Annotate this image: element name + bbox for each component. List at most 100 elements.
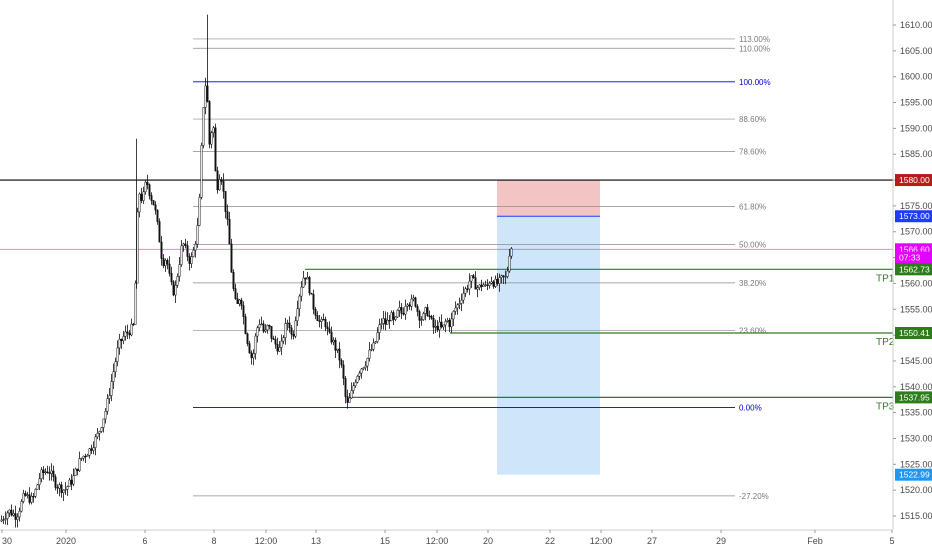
- candle: [10, 504, 13, 517]
- candle: [100, 426, 103, 433]
- candle-down: [408, 304, 411, 307]
- candle-up: [498, 277, 501, 284]
- candle-down: [140, 193, 143, 201]
- candle-up: [36, 484, 39, 490]
- candle-up: [476, 287, 479, 290]
- candle-up: [350, 390, 353, 399]
- candle-up: [470, 275, 473, 282]
- candle-up: [4, 518, 7, 520]
- time-tick-label: Feb: [807, 536, 823, 546]
- candle: [456, 303, 459, 315]
- fib-level-label: 23.60%: [739, 326, 766, 335]
- candle: [78, 451, 81, 472]
- position-zones[interactable]: [497, 180, 600, 475]
- candle: [92, 441, 95, 455]
- candle: [58, 482, 61, 497]
- candle: [40, 467, 43, 483]
- candle: [228, 211, 231, 245]
- candle: [436, 320, 439, 333]
- candle: [310, 292, 313, 295]
- candle-up: [454, 307, 457, 312]
- candle-down: [262, 323, 265, 332]
- candle: [284, 317, 287, 345]
- candle-down: [146, 181, 149, 185]
- candle: [94, 434, 97, 456]
- candle-up: [200, 145, 203, 198]
- candle-down: [344, 378, 347, 397]
- price-tick-label: 1610.00: [900, 20, 932, 30]
- candle-up: [178, 264, 181, 277]
- level-lines[interactable]: 113.00%110.00% 100.00% 88.60% 78.60% 61.80% 5…: [0, 35, 895, 501]
- candle-down: [224, 191, 227, 212]
- candle: [328, 321, 331, 334]
- stop-loss-zone[interactable]: [497, 180, 600, 217]
- candle-up: [104, 411, 107, 420]
- candle-up: [238, 299, 241, 304]
- candle-up: [144, 181, 147, 193]
- candle-up: [506, 270, 509, 277]
- candle-up: [258, 324, 261, 328]
- candle-down: [308, 277, 311, 294]
- candle: [172, 280, 175, 297]
- candle: [446, 317, 449, 323]
- candle-down: [426, 307, 429, 317]
- price-tick-label: 1520.00: [900, 485, 932, 495]
- candle: [322, 313, 325, 321]
- candle: [268, 324, 271, 330]
- candle-down: [276, 343, 279, 352]
- candle-down: [290, 327, 293, 335]
- candle: [374, 341, 377, 344]
- candle-up: [114, 361, 117, 372]
- candle: [342, 360, 345, 386]
- candle-up: [256, 327, 259, 337]
- candle: [132, 322, 135, 327]
- price-tick-label: 1545.00: [900, 356, 932, 366]
- candle: [6, 510, 9, 526]
- candle: [62, 489, 65, 501]
- candle-up: [380, 323, 383, 325]
- candle: [348, 393, 351, 403]
- candle-down: [172, 281, 175, 296]
- candle: [292, 330, 295, 340]
- candle: [18, 507, 21, 522]
- candle-up: [78, 458, 81, 472]
- candle: [430, 314, 433, 320]
- candle-up: [30, 496, 33, 503]
- candle-up: [446, 319, 449, 322]
- candle-down: [428, 315, 431, 317]
- candle-up: [194, 243, 197, 251]
- candle: [350, 382, 353, 399]
- price-tick-label: 1570.00: [900, 227, 932, 237]
- candle-down: [310, 292, 313, 295]
- candle-up: [44, 471, 47, 474]
- candle: [236, 292, 239, 304]
- candle-up: [396, 310, 399, 318]
- candle-up: [118, 338, 121, 349]
- candle-up: [86, 455, 89, 457]
- candle: [294, 316, 297, 339]
- candle: [296, 300, 299, 326]
- candle-down: [232, 272, 235, 289]
- time-tick-label: 30: [2, 536, 12, 546]
- candle: [120, 338, 123, 349]
- candle-up: [362, 367, 365, 370]
- profit-zone[interactable]: [497, 216, 600, 475]
- candle-up: [490, 281, 493, 284]
- candle: [470, 275, 473, 289]
- candle-up: [442, 324, 445, 328]
- candle: [246, 332, 249, 347]
- candle: [104, 408, 107, 424]
- candle: [498, 273, 501, 292]
- candle-down: [132, 323, 135, 326]
- candle: [422, 311, 425, 321]
- current-price-badge-text: 1566.60: [899, 244, 930, 254]
- candle: [262, 320, 265, 334]
- candle: [44, 468, 47, 475]
- candle: [212, 125, 215, 138]
- candle: [458, 297, 461, 310]
- candle-up: [142, 191, 145, 201]
- target-badge-bg: [895, 468, 932, 481]
- candle-up: [278, 347, 281, 352]
